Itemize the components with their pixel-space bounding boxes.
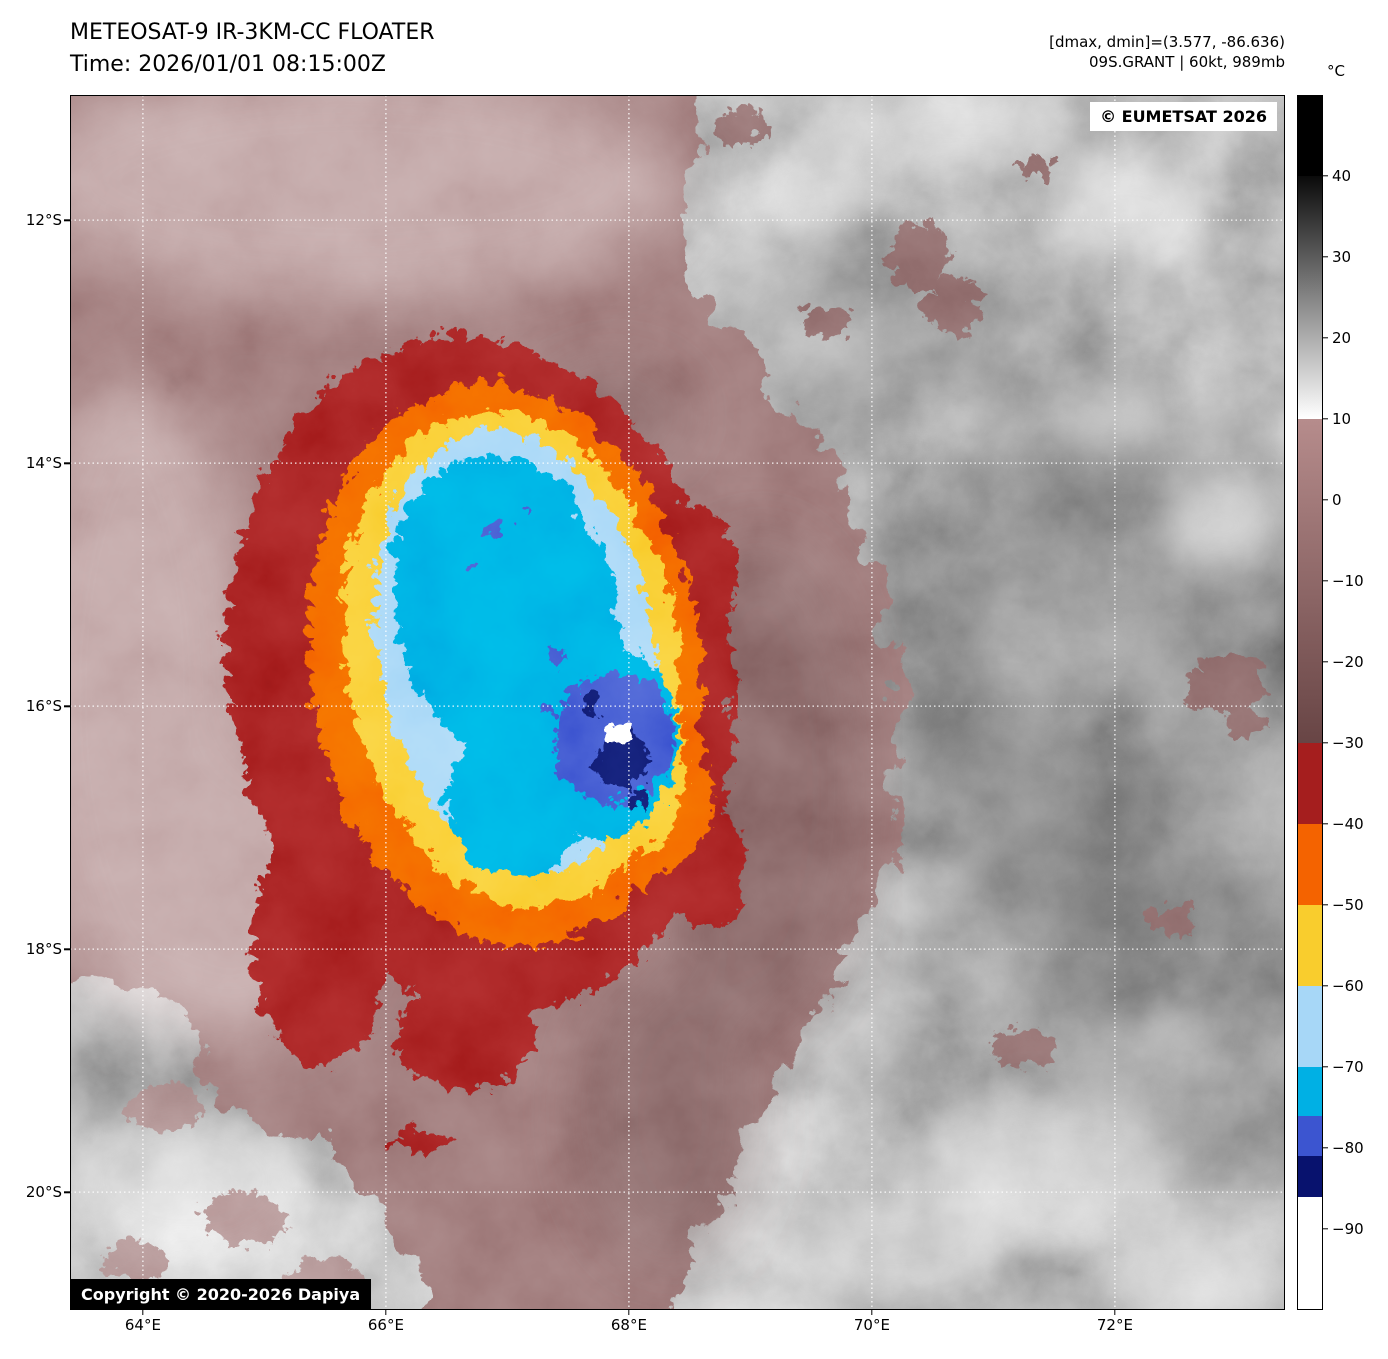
x-tick-mark <box>1114 1310 1116 1315</box>
x-tick-label: 66°E <box>367 1316 404 1334</box>
colorbar-tick-mark <box>1323 742 1328 744</box>
meta-block: [dmax, dmin]=(3.577, -86.636) 09S.GRANT … <box>1049 32 1285 72</box>
colorbar-tick-mark <box>1323 1147 1328 1149</box>
colorbar-tick-mark <box>1323 256 1328 258</box>
colorbar-segment-gray-ramp <box>1297 176 1323 420</box>
x-tick-mark <box>385 1310 387 1315</box>
colorbar-segment-cold-white <box>1297 1196 1323 1310</box>
storm-readout: 09S.GRANT | 60kt, 989mb <box>1088 53 1285 71</box>
colorbar-tick-mark <box>1323 580 1328 582</box>
colorbar-body <box>1297 95 1323 1310</box>
copyright-badge: Copyright © 2020-2026 Dapiya <box>70 1279 372 1310</box>
colorbar-tick-mark <box>1323 175 1328 177</box>
colorbar-tick-mark <box>1323 1066 1328 1068</box>
colorbar-tick-label: 30 <box>1332 248 1352 266</box>
colorbar-tick-label: −70 <box>1332 1058 1364 1076</box>
x-tick-label: 64°E <box>124 1316 161 1334</box>
x-tick-label: 70°E <box>853 1316 890 1334</box>
colorbar-tick-label: −90 <box>1332 1220 1364 1238</box>
colorbar-segment-light-blue <box>1297 986 1323 1068</box>
x-tick-mark <box>628 1310 630 1315</box>
y-tick-label: 12°S <box>25 211 62 230</box>
colorbar-tick-label: −20 <box>1332 653 1364 671</box>
satellite-image <box>70 95 1285 1310</box>
colorbar-tick-label: 10 <box>1332 410 1352 428</box>
eumetsat-badge: © EUMETSAT 2026 <box>1090 102 1277 131</box>
satellite-map: © EUMETSAT 2026 Copyright © 2020-2026 Da… <box>70 95 1285 1310</box>
figure-title: METEOSAT-9 IR-3KM-CC FLOATER <box>70 20 435 45</box>
colorbar-tick-mark <box>1323 337 1328 339</box>
colorbar-tick-label: 20 <box>1332 329 1352 347</box>
colorbar-tick-mark <box>1323 985 1328 987</box>
colorbar-unit-label: °C <box>1327 62 1345 80</box>
colorbar-tick-label: −40 <box>1332 815 1364 833</box>
colorbar-tick-label: 40 <box>1332 167 1352 185</box>
colorbar-tick-mark <box>1323 418 1328 420</box>
colorbar-segment-navy <box>1297 1156 1323 1197</box>
colorbar-tick-mark <box>1323 823 1328 825</box>
colorbar-tick-label: −30 <box>1332 734 1364 752</box>
colorbar-segment-royal-blue <box>1297 1115 1323 1157</box>
colorbar-segment-yellow <box>1297 905 1323 987</box>
colorbar-tick-label: −60 <box>1332 977 1364 995</box>
texture-overlay <box>70 95 1285 1310</box>
figure-time: Time: 2026/01/01 08:15:00Z <box>70 52 386 77</box>
colorbar-segment-orange <box>1297 824 1323 906</box>
colorbar-segment-brown-ramp <box>1297 419 1323 744</box>
y-tick-label: 20°S <box>25 1183 62 1202</box>
colorbar-tick-mark <box>1323 904 1328 906</box>
y-tick-label: 14°S <box>25 454 62 473</box>
lat-lon-gridlines <box>70 95 1285 1310</box>
colorbar-tick-label: −10 <box>1332 572 1364 590</box>
x-tick-mark <box>871 1310 873 1315</box>
colorbar-tick-label: −50 <box>1332 896 1364 914</box>
colorbar-tick-mark <box>1323 1228 1328 1230</box>
colorbar-tick-label: 0 <box>1332 491 1342 509</box>
x-tick-mark <box>142 1310 144 1315</box>
colorbar-tick-mark <box>1323 661 1328 663</box>
y-tick-label: 16°S <box>25 697 62 716</box>
dmax-dmin-readout: [dmax, dmin]=(3.577, -86.636) <box>1049 33 1285 51</box>
colorbar <box>1297 95 1323 1310</box>
colorbar-segment-cyan <box>1297 1067 1323 1116</box>
colorbar-segment-warm-black <box>1297 95 1323 177</box>
y-tick-label: 18°S <box>25 940 62 959</box>
colorbar-segment-dark-red <box>1297 743 1323 825</box>
colorbar-tick-mark <box>1323 499 1328 501</box>
colorbar-tick-label: −80 <box>1332 1139 1364 1157</box>
x-tick-label: 68°E <box>610 1316 647 1334</box>
x-tick-label: 72°E <box>1096 1316 1133 1334</box>
